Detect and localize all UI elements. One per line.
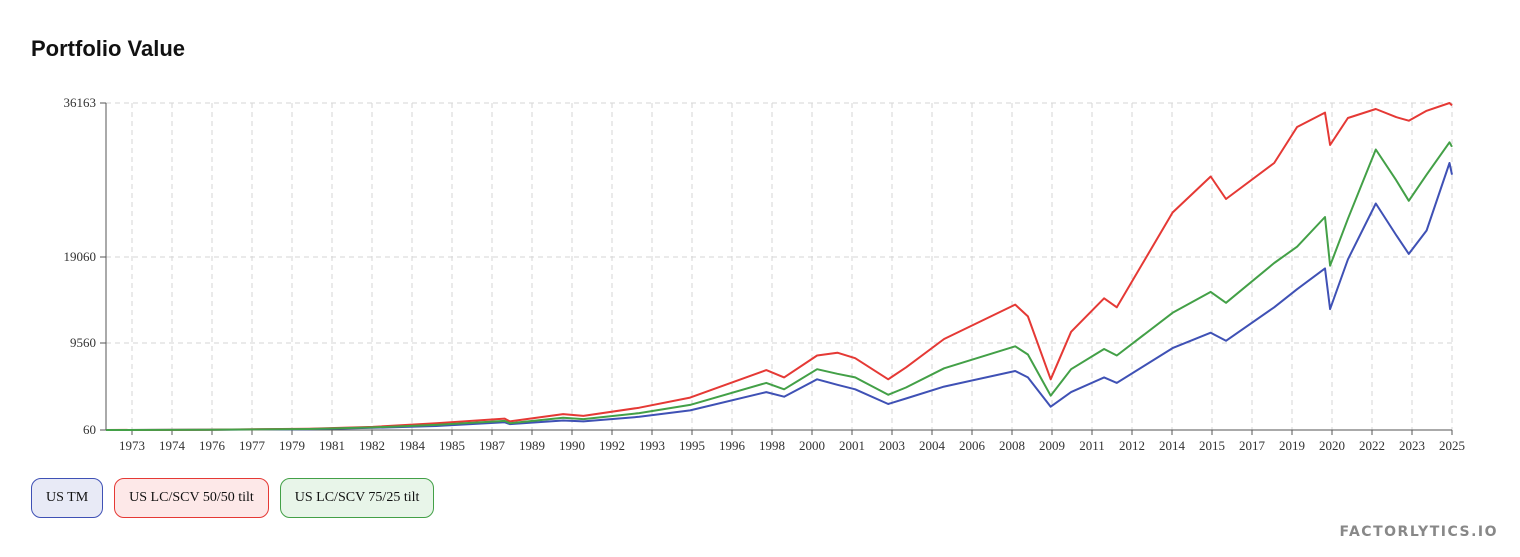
x-tick-label: 1976 — [199, 438, 226, 453]
x-tick-label: 2015 — [1199, 438, 1225, 453]
x-tick-label: 2012 — [1119, 438, 1145, 453]
x-tick-label: 1989 — [519, 438, 545, 453]
x-tick-label: 2009 — [1039, 438, 1065, 453]
y-tick-label: 36163 — [64, 95, 97, 110]
x-tick-label: 1974 — [159, 438, 186, 453]
x-tick-label: 2006 — [959, 438, 986, 453]
x-tick-label: 2020 — [1319, 438, 1345, 453]
x-tick-label: 2025 — [1439, 438, 1465, 453]
y-axis-labels: 60 9560 19060 36163 — [64, 95, 97, 437]
legend: US TM US LC/SCV 50/50 tilt US LC/SCV 75/… — [31, 478, 435, 518]
x-tick-label: 2019 — [1279, 438, 1305, 453]
y-tick-label: 19060 — [64, 249, 97, 264]
y-tick-label: 9560 — [70, 335, 96, 350]
x-tick-label: 1995 — [679, 438, 705, 453]
x-tick-label: 1998 — [759, 438, 785, 453]
series-lines — [105, 102, 1453, 431]
x-tick-label: 1981 — [319, 438, 345, 453]
x-tick-label: 1977 — [239, 438, 266, 453]
axes — [100, 102, 1453, 435]
x-tick-label: 1985 — [439, 438, 465, 453]
grid-lines — [106, 102, 1453, 431]
x-tick-label: 1996 — [719, 438, 746, 453]
x-tick-label: 1982 — [359, 438, 385, 453]
x-tick-label: 2023 — [1399, 438, 1425, 453]
chart-title: Portfolio Value — [31, 36, 186, 61]
x-tick-label: 1990 — [559, 438, 585, 453]
x-tick-label: 2004 — [919, 438, 946, 453]
x-tick-label: 1987 — [479, 438, 506, 453]
x-tick-label: 2008 — [999, 438, 1025, 453]
x-tick-label: 1993 — [639, 438, 665, 453]
y-tick-label: 60 — [83, 422, 96, 437]
chart-plot: 60 9560 19060 36163 1973 1974 1976 1977 1979 198… — [64, 95, 1466, 453]
x-tick-label: 2000 — [799, 438, 825, 453]
series-line-us-tm — [105, 162, 1453, 431]
x-axis-labels: 1973 1974 1976 1977 1979 1981 1982 1984 1985 1987… — [119, 438, 1465, 453]
x-tick-label: 1979 — [279, 438, 305, 453]
brand-watermark: FACTORLYTICS.IO — [1339, 524, 1498, 540]
x-tick-label: 2017 — [1239, 438, 1266, 453]
series-line-us-lc-scv-75-25-tilt — [105, 141, 1453, 431]
legend-item-us-tm[interactable]: US TM — [31, 478, 104, 518]
legend-item-us-lc-scv-75-25-tilt[interactable]: US LC/SCV 75/25 tilt — [279, 478, 435, 518]
x-tick-label: 1992 — [599, 438, 625, 453]
x-tick-label: 2011 — [1079, 438, 1105, 453]
x-tick-label: 2014 — [1159, 438, 1186, 453]
legend-item-us-lc-scv-50-50-tilt[interactable]: US LC/SCV 50/50 tilt — [114, 478, 269, 518]
x-tick-label: 2001 — [839, 438, 865, 453]
series-line-us-lc-scv-50-50-tilt — [105, 102, 1453, 431]
x-tick-label: 1973 — [119, 438, 145, 453]
x-tick-label: 2003 — [879, 438, 905, 453]
x-tick-label: 2022 — [1359, 438, 1385, 453]
x-tick-label: 1984 — [399, 438, 426, 453]
